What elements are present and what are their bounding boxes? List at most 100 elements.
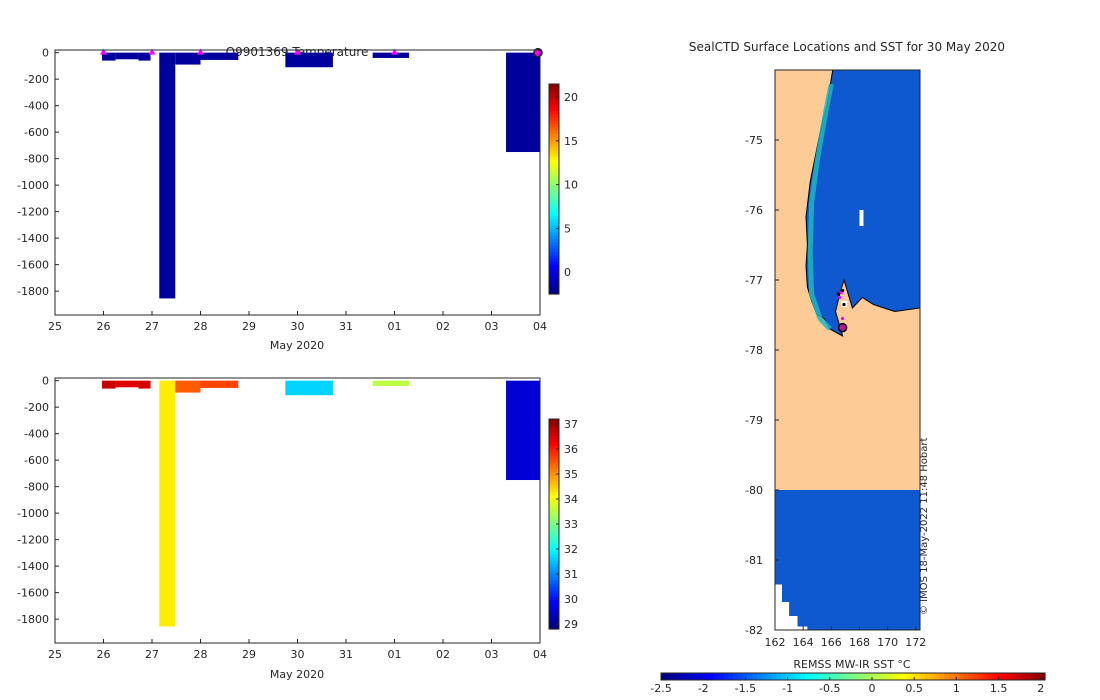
top-colorbar-swatch bbox=[549, 149, 559, 154]
bot-x-tick-label: 27 bbox=[145, 648, 159, 661]
map-colorbar-frame bbox=[660, 672, 1046, 681]
bot-x-tick-label: 29 bbox=[242, 648, 256, 661]
top-x-tick-label: 01 bbox=[388, 320, 402, 333]
bot-colorbar-swatch bbox=[549, 504, 559, 509]
bot-colorbar-swatch bbox=[549, 514, 559, 519]
bot-profile-bar-2 bbox=[138, 380, 151, 389]
map-colorbar-swatch bbox=[944, 673, 950, 680]
bot-colorbar-swatch bbox=[549, 445, 559, 450]
top-x-tick-label: 27 bbox=[145, 320, 159, 333]
bot-y-tick-label: -200 bbox=[24, 401, 49, 414]
map-y-tick-label: -81 bbox=[745, 554, 763, 567]
map-credit: © IMOS 18-May-2022 11:48 Hobart bbox=[919, 438, 930, 615]
top-colorbar-swatch bbox=[549, 100, 559, 105]
bot-colorbar-swatch bbox=[549, 474, 559, 479]
top-colorbar-swatch bbox=[549, 159, 559, 164]
bot-colorbar-swatch bbox=[549, 543, 559, 548]
top-colorbar-swatch bbox=[549, 87, 559, 92]
map-y-tick-label: -82 bbox=[745, 624, 763, 637]
top-colorbar-swatch bbox=[549, 120, 559, 124]
bot-colorbar-tick-label: 35 bbox=[564, 468, 578, 481]
bot-x-tick-label: 02 bbox=[436, 648, 450, 661]
map-colorbar-swatch bbox=[665, 673, 672, 680]
top-profile-marker bbox=[197, 48, 204, 55]
bot-colorbar-swatch bbox=[549, 458, 559, 463]
map-colorbar-swatch bbox=[934, 673, 940, 680]
top-profile-marker bbox=[391, 48, 398, 55]
bot-colorbar-swatch bbox=[549, 530, 559, 535]
top-colorbar-swatch bbox=[549, 123, 559, 128]
bot-colorbar-swatch bbox=[549, 432, 559, 437]
bot-colorbar-swatch bbox=[549, 517, 559, 522]
top-profile-bar-0 bbox=[102, 52, 116, 61]
map-y-tick-label: -80 bbox=[745, 484, 763, 497]
top-colorbar-swatch bbox=[549, 90, 559, 95]
bot-y-tick-label: 0 bbox=[42, 375, 49, 388]
top-colorbar-tick-label: 15 bbox=[564, 135, 578, 148]
top-colorbar: 20 15 10 5 0 bbox=[548, 83, 578, 295]
top-colorbar-swatch bbox=[549, 182, 559, 187]
map-colorbar-swatch bbox=[977, 673, 984, 680]
map-colorbar-swatch bbox=[723, 673, 729, 680]
bottom-profile-bars bbox=[102, 380, 540, 627]
bot-colorbar-tick-label: 30 bbox=[564, 593, 578, 606]
map-colorbar-swatch bbox=[833, 673, 840, 680]
map-colorbar-tick-label: -1 bbox=[782, 682, 793, 695]
map-colorbar-swatch bbox=[973, 673, 979, 680]
bot-colorbar-swatch bbox=[549, 612, 559, 617]
map-colorbar-tick-label: 1 bbox=[953, 682, 960, 695]
top-colorbar-swatch bbox=[549, 221, 559, 226]
bot-profile-bar-3 bbox=[159, 380, 176, 627]
top-colorbar-swatch bbox=[549, 97, 559, 102]
bot-x-tick-label: 30 bbox=[291, 648, 305, 661]
bot-colorbar-swatch bbox=[549, 501, 559, 505]
bot-colorbar-tick-label: 29 bbox=[564, 618, 578, 631]
map-colorbar-swatch bbox=[958, 673, 964, 680]
map-colorbar-tick-label: -0.5 bbox=[819, 682, 840, 695]
map-panel: SealCTD Surface Locations and SST for 30… bbox=[650, 40, 1046, 695]
top-profile-bar-2 bbox=[138, 52, 151, 61]
top-colorbar-swatch bbox=[549, 208, 559, 213]
bot-colorbar-swatch bbox=[549, 540, 559, 545]
no-data-edge bbox=[775, 584, 808, 630]
top-profile-bar-8 bbox=[506, 52, 540, 153]
track-point bbox=[840, 316, 845, 321]
bot-colorbar-swatch bbox=[549, 533, 559, 538]
map-colorbar-swatch bbox=[795, 673, 801, 680]
map-y-tick-label: -77 bbox=[745, 274, 763, 287]
bot-colorbar-swatch bbox=[549, 615, 559, 620]
bot-colorbar-swatch bbox=[549, 497, 559, 502]
top-colorbar-swatch bbox=[549, 172, 559, 177]
bottom-axes-box bbox=[54, 377, 541, 644]
map-colorbar-swatch bbox=[992, 673, 998, 680]
map-colorbar-swatch bbox=[728, 673, 734, 680]
top-colorbar-swatch bbox=[549, 264, 559, 269]
bot-x-tick-label: 04 bbox=[533, 648, 547, 661]
map-colorbar-swatch bbox=[790, 673, 796, 680]
top-colorbar-swatch bbox=[549, 267, 559, 272]
map-colorbar-swatch bbox=[785, 673, 792, 680]
top-colorbar-swatch bbox=[549, 202, 559, 207]
bot-colorbar-swatch bbox=[549, 507, 559, 512]
bot-profile-bar-6 bbox=[285, 380, 333, 396]
map-colorbar-swatch bbox=[824, 673, 830, 680]
top-y-tick-label: -1400 bbox=[17, 232, 49, 245]
top-colorbar-swatch bbox=[549, 143, 559, 147]
bot-colorbar-swatch bbox=[549, 451, 559, 456]
bot-colorbar-swatch bbox=[549, 438, 559, 443]
map-colorbar-swatch bbox=[867, 673, 873, 680]
map-colorbar-swatch bbox=[838, 673, 844, 680]
bot-colorbar-swatch bbox=[549, 491, 559, 496]
bot-colorbar-swatch bbox=[549, 425, 559, 430]
map-colorbar-swatch bbox=[1040, 673, 1046, 680]
map-y-ticks: -75 -76 -77 -78 -79 -80 -81 -82 bbox=[745, 134, 779, 637]
bot-colorbar-swatch bbox=[549, 566, 559, 571]
map-colorbar-swatch bbox=[1021, 673, 1027, 680]
bot-colorbar-swatch bbox=[549, 527, 559, 532]
current-location-marker bbox=[837, 322, 848, 333]
top-colorbar-swatch bbox=[549, 280, 559, 285]
top-colorbar-swatch bbox=[549, 215, 559, 220]
top-x-tick-label: 30 bbox=[291, 320, 305, 333]
map-colorbar-swatch bbox=[752, 673, 758, 680]
